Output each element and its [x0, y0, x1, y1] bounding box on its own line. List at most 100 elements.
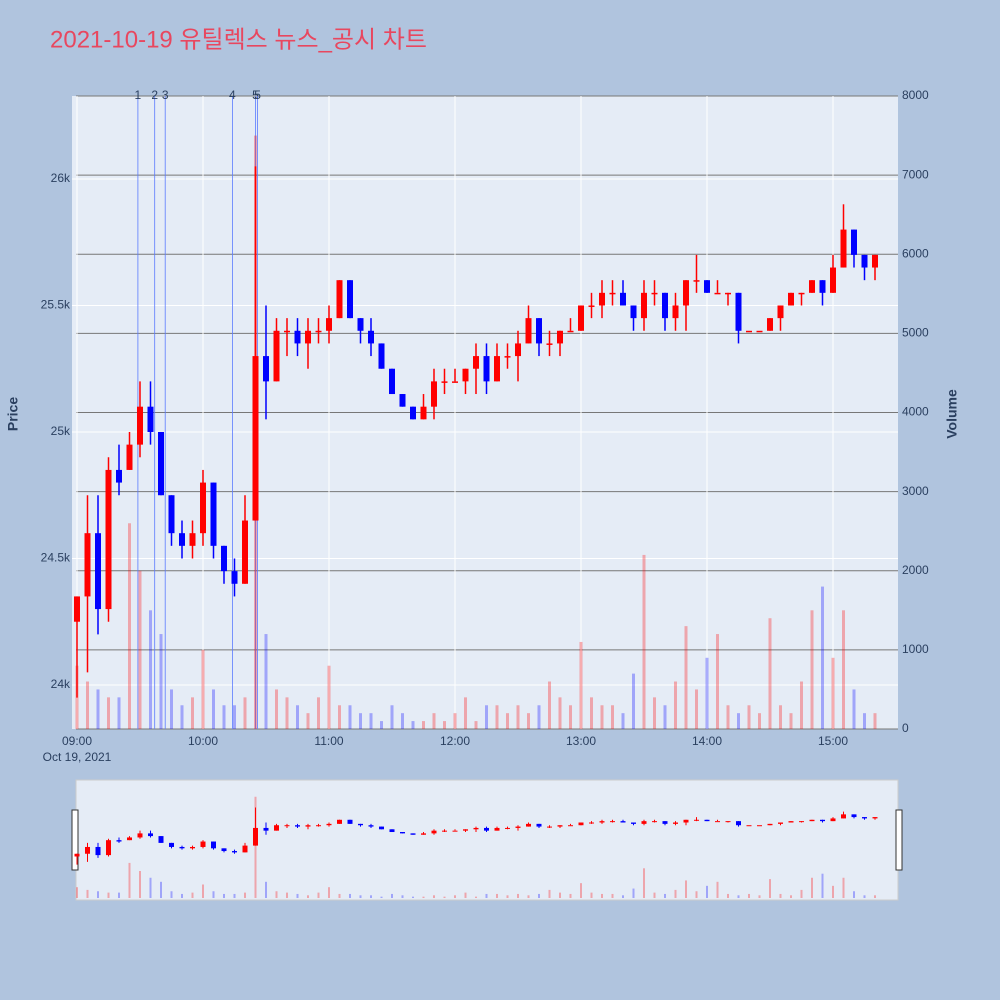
news-label: 5	[252, 88, 259, 102]
candle-body	[840, 229, 847, 268]
volume-bar	[873, 713, 877, 729]
volume-bar	[590, 697, 593, 729]
candle-body	[441, 381, 448, 383]
candle-body	[74, 596, 80, 622]
candle-body	[609, 292, 616, 295]
slider-volume-bar	[769, 879, 771, 898]
y2-tick-label: 4000	[902, 405, 929, 419]
volume-bar	[138, 570, 142, 729]
slider-candle-body	[179, 846, 185, 849]
slider-candle-body	[221, 848, 227, 852]
slider-volume-bar	[622, 895, 624, 898]
slider-volume-bar	[517, 893, 519, 898]
slider-candle-body	[526, 823, 531, 827]
slider-candle-body	[547, 826, 552, 828]
slider-volume-bar	[181, 893, 183, 898]
slider-volume-bar	[821, 873, 824, 898]
slider-candle-body	[337, 819, 342, 824]
slider-candle-body	[305, 825, 311, 827]
y-tick-label: 24k	[51, 677, 71, 691]
slider-candle-body	[158, 836, 164, 843]
candle-body	[168, 495, 175, 534]
slider-volume-bar	[727, 893, 729, 898]
candle-body	[420, 406, 427, 420]
slider-handle[interactable]	[895, 809, 903, 871]
volume-bar	[264, 634, 268, 729]
slider-volume-bar	[317, 892, 320, 898]
candle-body	[336, 280, 343, 319]
slider-volume-bar	[475, 896, 477, 898]
x-tick-label: 10:00	[188, 734, 218, 748]
volume-bar	[621, 713, 625, 729]
slider-candle-body	[662, 821, 668, 824]
slider-volume-bar	[254, 796, 257, 898]
x-date-label: Oct 19, 2021	[43, 750, 112, 764]
slider-volume-bar	[559, 892, 561, 898]
candle-body	[861, 254, 868, 268]
slider-volume-bar	[265, 881, 267, 898]
volume-bar	[212, 689, 215, 729]
slider-candle-body	[809, 819, 815, 822]
candle-body	[326, 318, 332, 331]
volume-bar	[737, 713, 740, 729]
slider-candle-body	[673, 822, 678, 824]
y-tick-label: 26k	[51, 171, 71, 185]
volume-bar	[422, 721, 425, 729]
slider-candle-body	[851, 814, 857, 818]
slider-volume-bar	[643, 868, 645, 898]
y-tick-label: 24.5k	[41, 551, 71, 565]
candle-body	[504, 356, 511, 358]
slider-volume-bar	[412, 896, 414, 898]
slider-volume-bar	[212, 891, 215, 898]
range-slider[interactable]	[75, 779, 899, 901]
y2-tick-label: 3000	[902, 484, 929, 498]
x-tick-label: 09:00	[62, 734, 92, 748]
slider-volume-bar	[695, 891, 698, 898]
slider-volume-bar	[653, 892, 656, 898]
slider-handle[interactable]	[71, 809, 79, 871]
slider-candle-body	[599, 821, 605, 823]
slider-candle-body	[274, 825, 279, 831]
volume-bar	[663, 705, 667, 729]
slider-volume-bar	[160, 881, 162, 898]
slider-candle-body	[557, 825, 563, 827]
candle-body	[137, 406, 143, 445]
slider-candle-body	[358, 823, 363, 826]
slider-volume-bar	[170, 891, 173, 898]
volume-bar	[348, 705, 352, 729]
volume-bar	[432, 713, 436, 729]
y-tick-label: 25.5k	[41, 298, 71, 312]
y2-tick-label: 7000	[902, 167, 929, 181]
news-label: 3	[162, 88, 169, 102]
candle-body	[462, 368, 469, 382]
slider-volume-bar	[811, 877, 813, 898]
volume-bar	[180, 705, 184, 729]
volume-bar	[632, 673, 635, 729]
slider-candle-body	[641, 821, 647, 824]
slider-volume-bar	[779, 893, 782, 898]
volume-bar	[716, 634, 719, 729]
volume-bar	[306, 713, 310, 729]
candle-body	[830, 267, 836, 293]
slider-volume-bar	[832, 885, 834, 898]
slider-candle-body	[494, 827, 500, 831]
candle-body	[483, 356, 490, 382]
volume-bar	[495, 705, 499, 729]
slider-volume-bar	[233, 893, 236, 898]
y-tick-label: 25k	[51, 424, 71, 438]
slider-volume-bar	[191, 892, 194, 898]
volume-bar	[201, 649, 205, 729]
slider-candle-body	[431, 830, 437, 834]
slider-candle-body	[620, 821, 626, 823]
slider-volume-bar	[863, 895, 866, 898]
slider-candle-body	[232, 851, 237, 853]
candle-body	[252, 356, 259, 521]
slider-volume-bar	[401, 895, 404, 898]
candle-body	[305, 330, 311, 344]
volume-bar	[569, 705, 572, 729]
candle-body	[567, 330, 574, 333]
slider-candle-body	[263, 827, 269, 831]
slider-volume-bar	[485, 893, 488, 898]
slider-volume-bar	[338, 893, 341, 898]
slider-candle-body	[253, 827, 258, 846]
